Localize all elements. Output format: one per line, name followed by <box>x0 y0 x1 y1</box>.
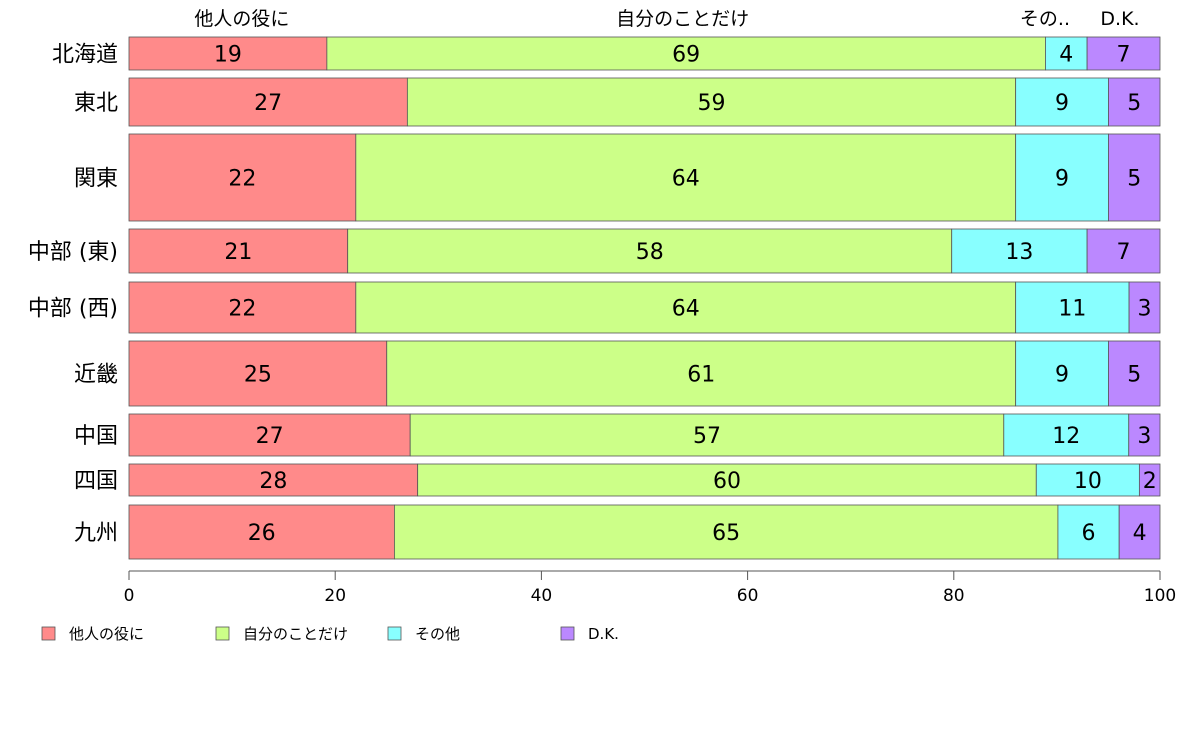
category-label-8: 九州 <box>74 521 118 546</box>
data-label-8-2: 6 <box>1082 521 1096 546</box>
category-label-3: 中部 (東) <box>28 240 118 265</box>
data-label-2-1: 64 <box>672 167 700 192</box>
bar-seg-0-2 <box>1045 36 1088 71</box>
data-label-3-0: 21 <box>224 240 252 265</box>
bar-seg-3-0 <box>128 228 349 274</box>
data-label-6-0: 27 <box>256 424 284 449</box>
x-tick-label-5: 100 <box>1144 586 1176 606</box>
column-header-1: 自分のことだけ <box>616 8 749 30</box>
bar-seg-5-3 <box>1108 340 1161 407</box>
bar-seg-4-1 <box>355 281 1017 334</box>
category-label-5: 近畿 <box>74 363 118 388</box>
legend-swatch-0 <box>41 626 56 641</box>
category-label-1: 東北 <box>74 91 118 116</box>
data-label-7-3: 2 <box>1143 469 1157 494</box>
category-label-6: 中国 <box>74 424 118 449</box>
bar-seg-5-1 <box>386 340 1017 407</box>
bar-seg-8-1 <box>394 504 1059 560</box>
x-tick-label-1: 20 <box>324 586 346 606</box>
data-label-6-2: 12 <box>1052 424 1080 449</box>
bar-seg-2-3 <box>1108 133 1161 222</box>
data-label-2-3: 5 <box>1127 167 1141 192</box>
bar-seg-4-0 <box>128 281 357 334</box>
data-label-0-2: 4 <box>1059 43 1073 68</box>
data-label-1-3: 5 <box>1127 91 1141 116</box>
legend-swatch-1 <box>215 626 230 641</box>
category-label-7: 四国 <box>74 469 118 494</box>
data-label-4-1: 64 <box>672 297 700 322</box>
bar-seg-4-2 <box>1015 281 1130 334</box>
data-label-8-1: 65 <box>712 521 740 546</box>
legend-label-1: 自分のことだけ <box>243 625 348 643</box>
data-label-3-2: 13 <box>1005 240 1033 265</box>
data-label-5-1: 61 <box>687 363 715 388</box>
bar-seg-3-3 <box>1086 228 1161 274</box>
data-label-6-1: 57 <box>693 424 721 449</box>
bar-seg-1-3 <box>1108 77 1161 127</box>
bar-seg-6-0 <box>128 413 411 457</box>
data-label-3-1: 58 <box>636 240 664 265</box>
bar-seg-6-3 <box>1128 413 1161 457</box>
data-label-0-1: 69 <box>672 43 700 68</box>
bar-seg-3-1 <box>347 228 953 274</box>
data-label-2-2: 9 <box>1055 167 1069 192</box>
bar-seg-2-0 <box>128 133 357 222</box>
legend: 他人の役に 自分のことだけ その他 D.K. <box>41 625 619 643</box>
data-label-0-3: 7 <box>1117 43 1131 68</box>
bar-seg-6-2 <box>1003 413 1130 457</box>
data-label-8-0: 26 <box>248 521 276 546</box>
x-tick-label-2: 40 <box>531 586 553 606</box>
column-header-0: 他人の役に <box>194 8 289 30</box>
data-label-7-2: 10 <box>1074 469 1102 494</box>
bar-seg-1-0 <box>128 77 408 127</box>
column-headers: 他人の役に 自分のことだけ その.. D.K. <box>194 8 1139 30</box>
data-label-7-0: 28 <box>259 469 287 494</box>
category-label-0: 北海道 <box>52 43 118 68</box>
bar-seg-0-3 <box>1086 36 1161 71</box>
column-header-3: D.K. <box>1100 8 1139 30</box>
bar-seg-4-3 <box>1128 281 1161 334</box>
data-label-1-1: 59 <box>698 91 726 116</box>
data-label-4-0: 22 <box>228 297 256 322</box>
data-label-8-3: 4 <box>1133 521 1147 546</box>
bar-seg-7-0 <box>128 463 419 497</box>
legend-swatch-3 <box>560 626 575 641</box>
data-label-5-0: 25 <box>244 363 272 388</box>
bar-seg-0-0 <box>128 36 328 71</box>
category-label-4: 中部 (西) <box>28 297 118 322</box>
bar-seg-5-0 <box>128 340 388 407</box>
x-tick-label-0: 0 <box>124 586 135 606</box>
legend-swatch-2 <box>387 626 402 641</box>
data-label-5-2: 9 <box>1055 363 1069 388</box>
data-label-7-1: 60 <box>713 469 741 494</box>
bar-seg-7-2 <box>1035 463 1140 497</box>
data-label-5-3: 5 <box>1127 363 1141 388</box>
legend-label-3: D.K. <box>588 625 619 643</box>
data-label-3-3: 7 <box>1117 240 1131 265</box>
data-label-4-3: 3 <box>1138 297 1152 322</box>
data-label-6-3: 3 <box>1137 424 1151 449</box>
bar-seg-1-2 <box>1015 77 1109 127</box>
legend-label-0: 他人の役に <box>69 625 144 643</box>
bar-seg-8-3 <box>1118 504 1161 560</box>
data-label-0-0: 19 <box>214 43 242 68</box>
bar-seg-0-1 <box>326 36 1046 71</box>
bar-seg-7-3 <box>1138 463 1161 497</box>
x-axis: 0 20 40 60 80 100 <box>124 570 1176 606</box>
data-label-1-2: 9 <box>1055 91 1069 116</box>
category-label-2: 関東 <box>74 167 118 192</box>
data-label-1-0: 27 <box>254 91 282 116</box>
bar-seg-5-2 <box>1015 340 1109 407</box>
bars-group: 19 69 4 727 59 9 522 64 9 521 58 13 722 64 11 325 61 9 527… <box>128 36 1161 560</box>
data-label-4-2: 11 <box>1058 297 1086 322</box>
x-tick-label-4: 80 <box>943 586 965 606</box>
bar-seg-1-1 <box>406 77 1017 127</box>
bar-seg-2-1 <box>355 133 1017 222</box>
data-label-2-0: 22 <box>228 167 256 192</box>
column-header-2: その.. <box>1020 8 1070 30</box>
x-tick-label-3: 60 <box>737 586 759 606</box>
legend-label-2: その他 <box>415 625 460 643</box>
